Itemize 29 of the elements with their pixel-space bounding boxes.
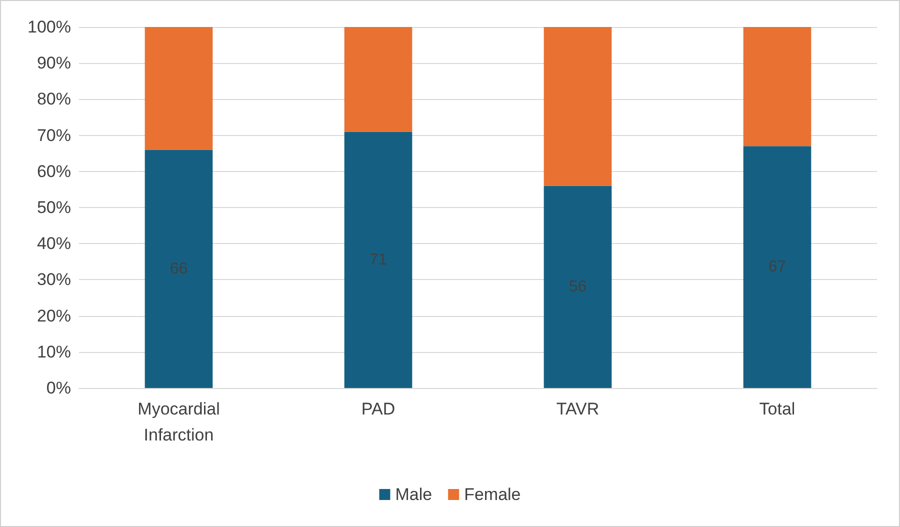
data-label: 56 (568, 278, 587, 296)
y-tick-label: 70% (36, 126, 71, 145)
y-tick-label: 10% (36, 342, 71, 362)
bar (144, 27, 213, 150)
x-tick-label: TAVR (556, 400, 600, 418)
data-label: 66 (170, 260, 188, 278)
y-tick-label: 100% (28, 18, 71, 36)
x-tick-label: Total (759, 400, 796, 418)
bar (544, 27, 612, 186)
x-tick-label: Myocardial Infarction (138, 400, 220, 444)
y-tick-label: 50% (36, 198, 71, 217)
y-tick-label: 20% (36, 306, 71, 326)
x-tick-label: PAD (361, 400, 396, 418)
bar (743, 27, 812, 146)
bar (344, 27, 412, 132)
bar (743, 146, 812, 388)
legend-label: Female (464, 485, 521, 504)
y-tick-label: 80% (36, 90, 71, 109)
y-tick-label: 0% (46, 378, 71, 398)
y-tick-label: 30% (36, 270, 71, 290)
data-label: 71 (369, 251, 388, 268)
bar (544, 186, 612, 388)
bar (144, 150, 213, 388)
y-tick-label: 90% (36, 54, 71, 73)
y-tick-label: 40% (36, 234, 71, 254)
bar (344, 132, 412, 388)
data-label: 67 (768, 258, 786, 276)
y-tick-label: 60% (36, 162, 71, 181)
legend-label: Male (395, 485, 432, 504)
